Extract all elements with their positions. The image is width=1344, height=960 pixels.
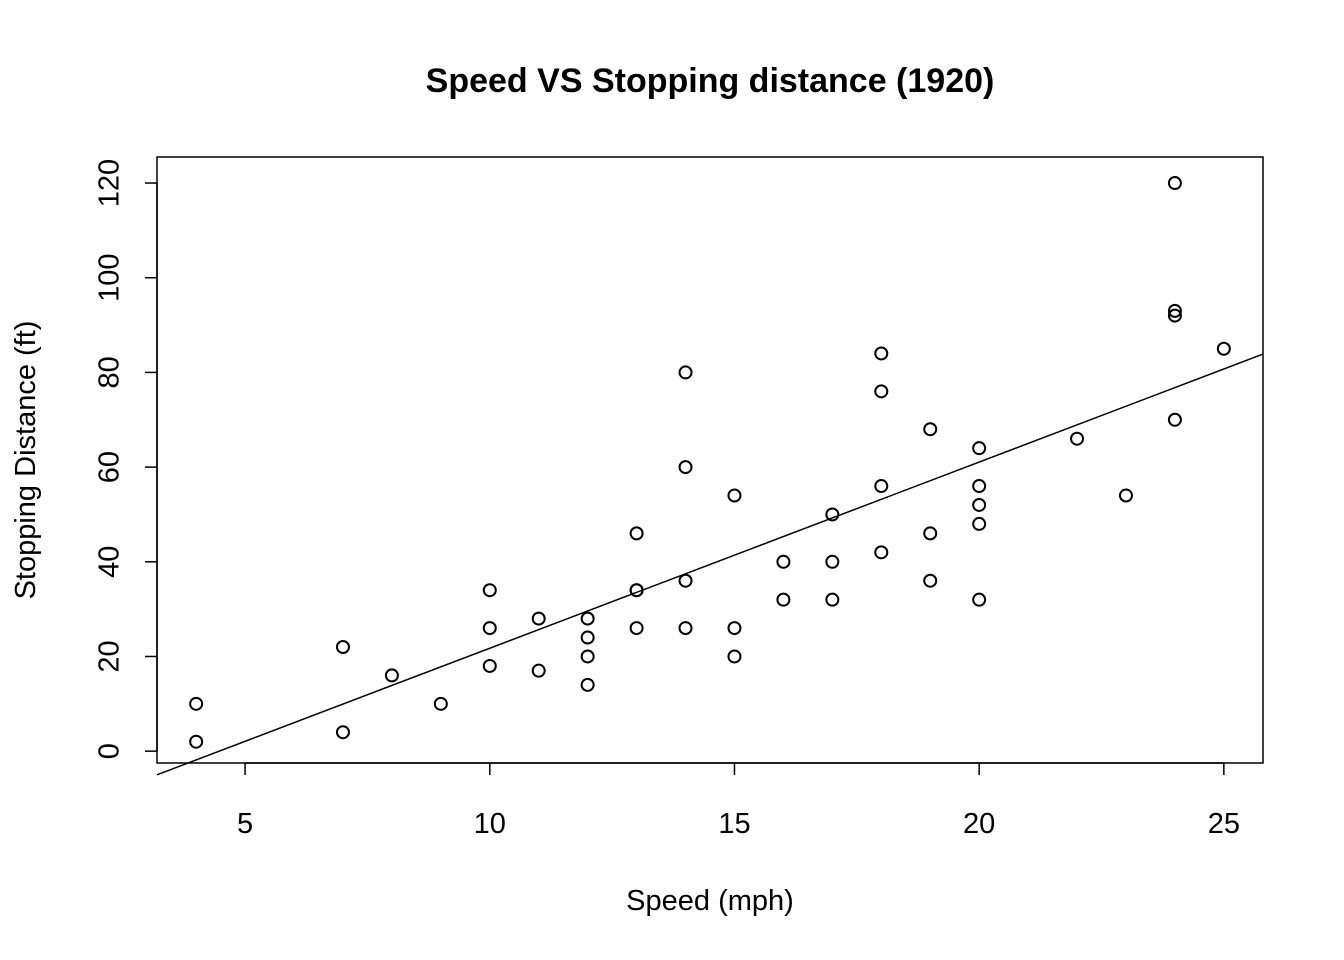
data-point [384,668,399,683]
data-point [482,658,497,673]
data-point [727,488,742,503]
x-tick-label: 5 [237,808,253,840]
data-point [874,545,889,560]
x-tick-label: 20 [963,808,995,840]
data-point [482,621,497,636]
regression-line [156,353,1264,776]
data-point [972,479,987,494]
data-point [580,611,595,626]
x-axis-label: Speed (mph) [626,885,794,917]
x-tick-label: 10 [474,808,506,840]
data-point [923,422,938,437]
data-point [972,497,987,512]
data-point [923,526,938,541]
data-point [727,649,742,664]
data-point [874,346,889,361]
data-point [335,725,350,740]
y-tick-label: 100 [94,254,126,302]
data-point [825,554,840,569]
data-point [1167,303,1182,318]
y-tick-label: 40 [94,546,126,578]
data-point [531,611,546,626]
data-point [1118,488,1133,503]
data-point [189,696,204,711]
data-point [1167,308,1182,323]
data-point [531,663,546,678]
data-point [629,621,644,636]
y-tick-label: 20 [94,640,126,672]
data-point [1216,341,1231,356]
y-tick-label: 120 [94,159,126,207]
data-point [678,573,693,588]
data-point [874,384,889,399]
data-point [629,583,644,598]
data-point [335,640,350,655]
fit-layer [156,353,1264,776]
data-point [825,592,840,607]
data-point [972,592,987,607]
data-point [482,583,497,598]
data-point [1167,412,1182,427]
x-tick-label: 25 [1208,808,1240,840]
data-point [678,460,693,475]
y-axis-label: Stopping Distance (ft) [10,321,42,600]
data-point [678,621,693,636]
data-point [629,526,644,541]
data-point [678,365,693,380]
data-point [776,554,791,569]
data-point [972,516,987,531]
chart-title: Speed VS Stopping distance (1920) [426,62,995,100]
data-point [776,592,791,607]
y-tick-label: 0 [94,743,126,759]
data-point [874,479,889,494]
x-tick-label: 15 [718,808,750,840]
data-point [1070,431,1085,446]
data-point [727,621,742,636]
plot-frame [156,156,1264,764]
data-point [972,441,987,456]
data-point [1167,176,1182,191]
data-point [580,649,595,664]
data-point [433,696,448,711]
x-axis: 5 10 15 20 25 [237,762,1240,840]
data-point [923,573,938,588]
data-point [825,507,840,522]
data-point [580,630,595,645]
y-tick-label: 80 [94,356,126,388]
data-point [580,677,595,692]
y-axis: 0 20 40 60 80 100 120 [94,159,158,759]
y-tick-label: 60 [94,451,126,483]
points-layer [189,176,1231,749]
data-point [189,734,204,749]
